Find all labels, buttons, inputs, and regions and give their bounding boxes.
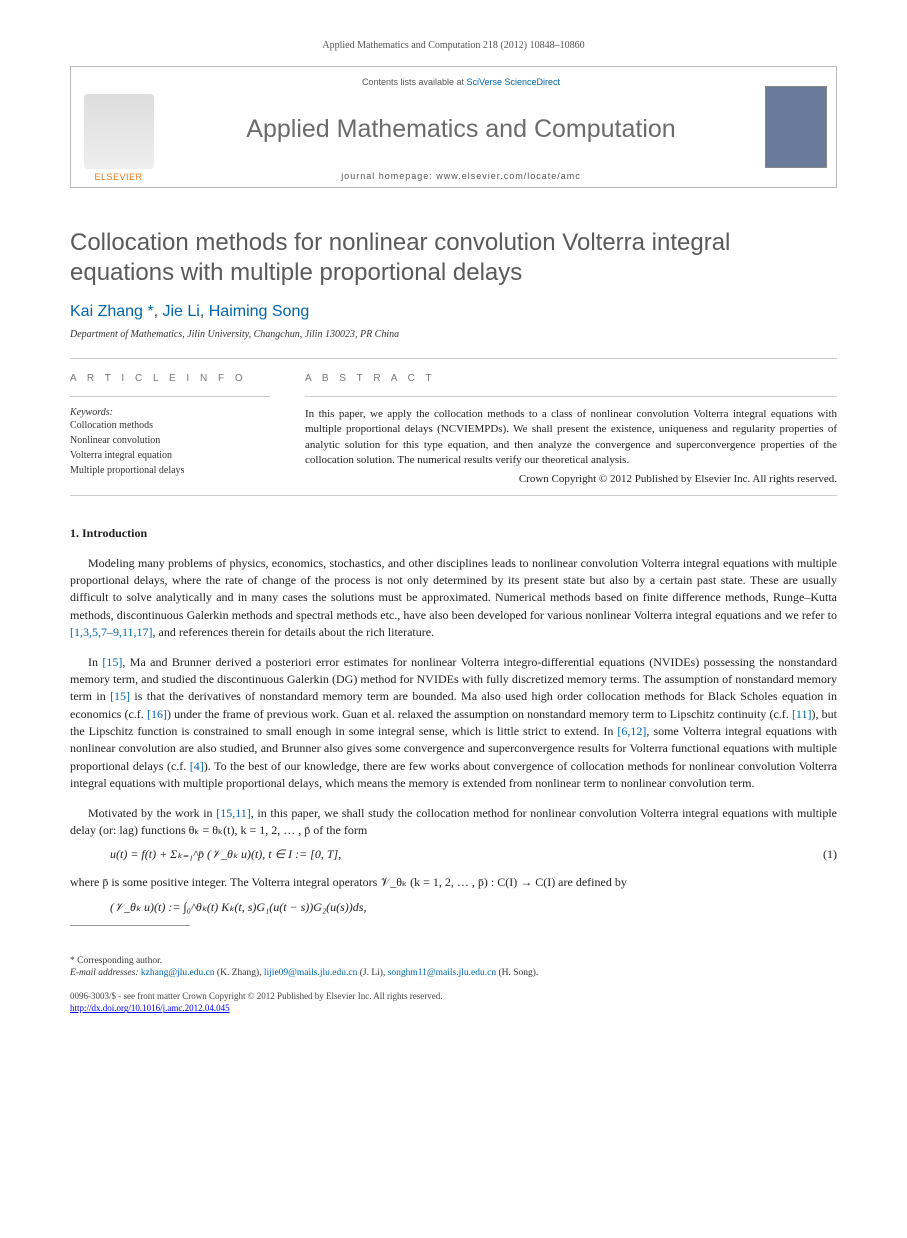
equation-body: (𝒱_θₖ u)(t) := ∫₀^θₖ(t) Kₖ(t, s)G₁(u(t −… bbox=[110, 900, 837, 915]
section-heading: 1. Introduction bbox=[70, 526, 837, 541]
email-line: E-mail addresses: kzhang@jlu.edu.cn (K. … bbox=[70, 968, 837, 978]
text: (K. Zhang), bbox=[215, 968, 264, 978]
author-link[interactable]: Kai Zhang bbox=[70, 303, 143, 320]
article-info-heading: A R T I C L E I N F O bbox=[70, 373, 270, 384]
email-link[interactable]: songhm11@mails.jlu.edu.cn bbox=[388, 968, 496, 978]
issn-block: 0096-3003/$ - see front matter Crown Cop… bbox=[70, 990, 837, 1015]
affiliation: Department of Mathematics, Jilin Univers… bbox=[70, 329, 837, 340]
equation-number: (1) bbox=[797, 847, 837, 862]
author-link[interactable]: Jie Li bbox=[163, 303, 200, 320]
abstract-text: In this paper, we apply the collocation … bbox=[305, 407, 837, 469]
article-title: Collocation methods for nonlinear convol… bbox=[70, 228, 837, 288]
journal-cover-icon bbox=[765, 86, 827, 168]
journal-banner: ELSEVIER Contents lists available at Sci… bbox=[70, 66, 837, 188]
journal-homepage: journal homepage: www.elsevier.com/locat… bbox=[166, 171, 756, 181]
keyword: Nonlinear convolution bbox=[70, 433, 270, 448]
front-matter-line: 0096-3003/$ - see front matter Crown Cop… bbox=[70, 990, 837, 1003]
citation-link[interactable]: [16] bbox=[147, 707, 167, 721]
scidirect-link[interactable]: SciVerse ScienceDirect bbox=[467, 77, 561, 87]
citation-link[interactable]: [15] bbox=[102, 655, 122, 669]
citation-link[interactable]: [4] bbox=[190, 759, 204, 773]
equation: (𝒱_θₖ u)(t) := ∫₀^θₖ(t) Kₖ(t, s)G₁(u(t −… bbox=[110, 900, 837, 915]
keywords-heading: Keywords: bbox=[70, 407, 270, 418]
journal-name: Applied Mathematics and Computation bbox=[166, 115, 756, 144]
corresponding-asterisk: * bbox=[143, 303, 154, 320]
footnotes: * Corresponding author. E-mail addresses… bbox=[70, 956, 837, 978]
keyword: Collocation methods bbox=[70, 418, 270, 433]
text: In bbox=[88, 655, 102, 669]
citation-link[interactable]: [6,12] bbox=[617, 724, 646, 738]
publisher-logo-block: ELSEVIER bbox=[71, 67, 166, 187]
citation-link[interactable]: [11] bbox=[792, 707, 812, 721]
text: ) under the frame of previous work. Guan… bbox=[167, 707, 792, 721]
authors-line: Kai Zhang *, Jie Li, Haiming Song bbox=[70, 303, 837, 321]
paragraph: In [15], Ma and Brunner derived a poster… bbox=[70, 654, 837, 793]
header-citation: Applied Mathematics and Computation 218 … bbox=[70, 40, 837, 51]
citation-link[interactable]: [15,11] bbox=[216, 806, 251, 820]
text: Modeling many problems of physics, econo… bbox=[70, 556, 837, 622]
contents-line: Contents lists available at SciVerse Sci… bbox=[166, 77, 756, 87]
email-link[interactable]: kzhang@jlu.edu.cn bbox=[141, 968, 215, 978]
doi-link[interactable]: http://dx.doi.org/10.1016/j.amc.2012.04.… bbox=[70, 1003, 230, 1013]
citation-link[interactable]: [15] bbox=[110, 689, 130, 703]
abstract-copyright: Crown Copyright © 2012 Published by Else… bbox=[305, 473, 837, 485]
cover-thumb-block bbox=[756, 67, 836, 187]
abstract-column: A B S T R A C T In this paper, we apply … bbox=[305, 373, 837, 485]
paragraph: Modeling many problems of physics, econo… bbox=[70, 555, 837, 642]
equation-body: u(t) = f(t) + Σₖ₌₁^p̄ (𝒱_θₖ u)(t), t ∈ I… bbox=[110, 847, 797, 862]
author-link[interactable]: Haiming Song bbox=[209, 303, 310, 320]
keyword: Multiple proportional delays bbox=[70, 463, 270, 478]
abstract-heading: A B S T R A C T bbox=[305, 373, 837, 384]
email-label: E-mail addresses: bbox=[70, 968, 141, 978]
text: (J. Li), bbox=[357, 968, 387, 978]
text: (H. Song). bbox=[496, 968, 538, 978]
text: Motivated by the work in bbox=[88, 806, 216, 820]
footnote-rule bbox=[70, 925, 190, 926]
equation: u(t) = f(t) + Σₖ₌₁^p̄ (𝒱_θₖ u)(t), t ∈ I… bbox=[110, 847, 837, 862]
paragraph: where p̄ is some positive integer. The V… bbox=[70, 874, 837, 891]
divider bbox=[305, 396, 837, 397]
paragraph: Motivated by the work in [15,11], in thi… bbox=[70, 805, 837, 840]
article-info-column: A R T I C L E I N F O Keywords: Collocat… bbox=[70, 373, 270, 485]
contents-prefix: Contents lists available at bbox=[362, 77, 467, 87]
text: , and references therein for details abo… bbox=[153, 625, 435, 639]
elsevier-tree-icon bbox=[84, 94, 154, 169]
corresponding-note: * Corresponding author. bbox=[70, 956, 837, 966]
keyword: Volterra integral equation bbox=[70, 448, 270, 463]
divider bbox=[70, 358, 837, 359]
citation-link[interactable]: [1,3,5,7–9,11,17] bbox=[70, 625, 153, 639]
divider bbox=[70, 396, 270, 397]
divider bbox=[70, 495, 837, 496]
publisher-name: ELSEVIER bbox=[94, 172, 142, 182]
email-link[interactable]: lijie09@mails.jlu.edu.cn bbox=[264, 968, 357, 978]
